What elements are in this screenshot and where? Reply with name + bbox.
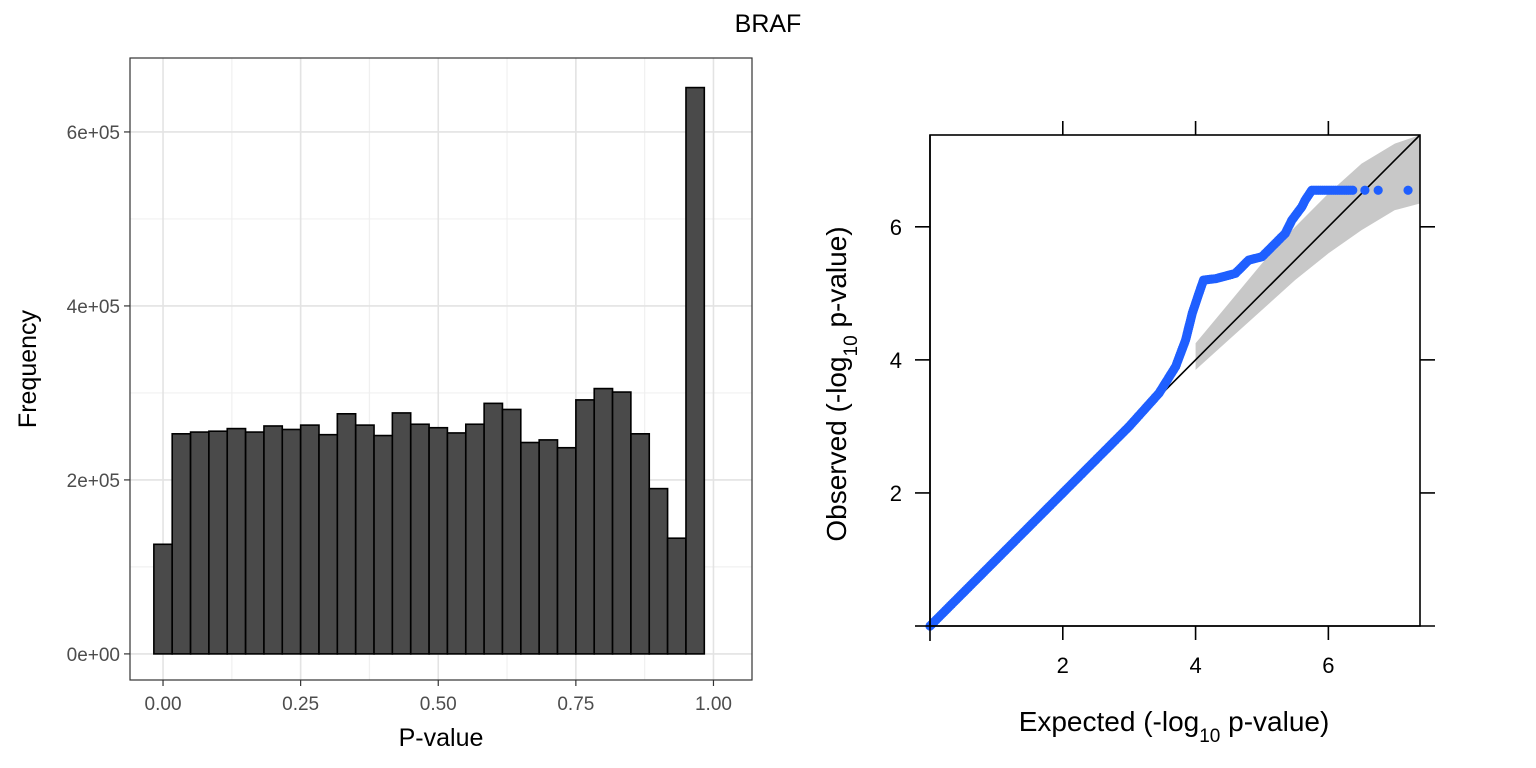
histogram-bar xyxy=(281,428,302,655)
qq-y-tick-label: 4 xyxy=(890,348,902,373)
qq-band-area xyxy=(1195,135,1420,370)
histogram-bar xyxy=(226,427,247,655)
histogram-y-tick-label: 4e+05 xyxy=(67,297,120,318)
histogram-x-axis: 0.00 0.25 0.50 0.75 1.00 xyxy=(145,680,732,715)
histogram-bar xyxy=(593,387,614,655)
qq-y-axis: 2 4 6 xyxy=(890,215,1435,627)
histogram-bars xyxy=(153,86,706,655)
histogram-bar xyxy=(373,434,394,655)
histogram-bar xyxy=(299,424,320,655)
histogram-bar xyxy=(483,402,504,655)
histogram-bar xyxy=(244,431,265,655)
histogram-bar xyxy=(685,86,706,655)
histogram-bar xyxy=(354,424,375,655)
qq-plot-panel: 2 4 6 2 4 6 Expected (-log10 p-value) Observ… xyxy=(821,121,1435,747)
histogram-y-axis: 0e+00 2e+05 4e+05 6e+05 xyxy=(67,123,130,666)
qq-point xyxy=(1348,185,1358,195)
histogram-x-tick-label: 0.25 xyxy=(282,694,319,715)
qq-point xyxy=(1403,185,1413,195)
qq-x-tick-label: 6 xyxy=(1322,653,1334,678)
qq-y-axis-label: Observed (-log10 p-value) xyxy=(821,226,862,541)
histogram-bar xyxy=(575,399,596,655)
histogram-x-tick-label: 0.75 xyxy=(557,694,594,715)
qq-x-tick-label: 2 xyxy=(1057,653,1069,678)
histogram-bar xyxy=(263,425,284,655)
qq-y-tick-label: 2 xyxy=(890,481,902,506)
histogram-bar xyxy=(501,408,522,655)
histogram-x-tick-label: 0.00 xyxy=(145,694,182,715)
histogram-bar xyxy=(556,446,577,655)
histogram-x-tick-label: 0.50 xyxy=(420,694,457,715)
histogram-bar xyxy=(336,413,357,655)
figure-title: BRAF xyxy=(735,10,802,38)
qq-points xyxy=(925,185,1413,631)
qq-x-axis: 2 4 6 xyxy=(1057,121,1334,678)
histogram-y-tick-label: 6e+05 xyxy=(67,123,120,144)
histogram-bar xyxy=(391,412,412,655)
histogram-bar xyxy=(409,423,430,655)
histogram-bar xyxy=(189,431,210,655)
histogram-bar xyxy=(666,537,687,655)
histogram-bar xyxy=(538,439,559,655)
histogram-x-axis-label: P-value xyxy=(399,724,484,752)
histogram-plot-border xyxy=(129,57,753,681)
qq-x-axis-label: Expected (-log10 p-value) xyxy=(1019,706,1330,747)
histogram-panel: 0.00 0.25 0.50 0.75 1.00 0e+00 2e+05 4e+05 6e+0… xyxy=(14,57,753,752)
histogram-bar xyxy=(318,433,339,655)
histogram-bar xyxy=(648,487,669,655)
histogram-y-tick-label: 0e+00 xyxy=(67,645,120,666)
histogram-bar xyxy=(520,441,540,655)
histogram-bar xyxy=(630,433,651,655)
qq-x-tick-label: 4 xyxy=(1189,653,1201,678)
histogram-y-tick-label: 2e+05 xyxy=(67,471,120,492)
histogram-bar xyxy=(464,423,485,655)
histogram-x-tick-label: 1.00 xyxy=(695,694,732,715)
histogram-bar xyxy=(153,543,173,655)
histogram-y-axis-label: Frequency xyxy=(14,309,42,428)
histogram-bar xyxy=(428,426,449,655)
qq-point xyxy=(1360,185,1370,195)
qq-point xyxy=(1373,185,1383,195)
qq-plot-frame xyxy=(929,134,1435,641)
qq-y-tick-label: 6 xyxy=(890,215,902,240)
histogram-bar xyxy=(171,433,192,655)
histogram-bar xyxy=(208,430,229,655)
qq-confidence-band xyxy=(1195,135,1420,370)
histogram-bar xyxy=(611,391,632,655)
histogram-bar xyxy=(446,432,467,655)
